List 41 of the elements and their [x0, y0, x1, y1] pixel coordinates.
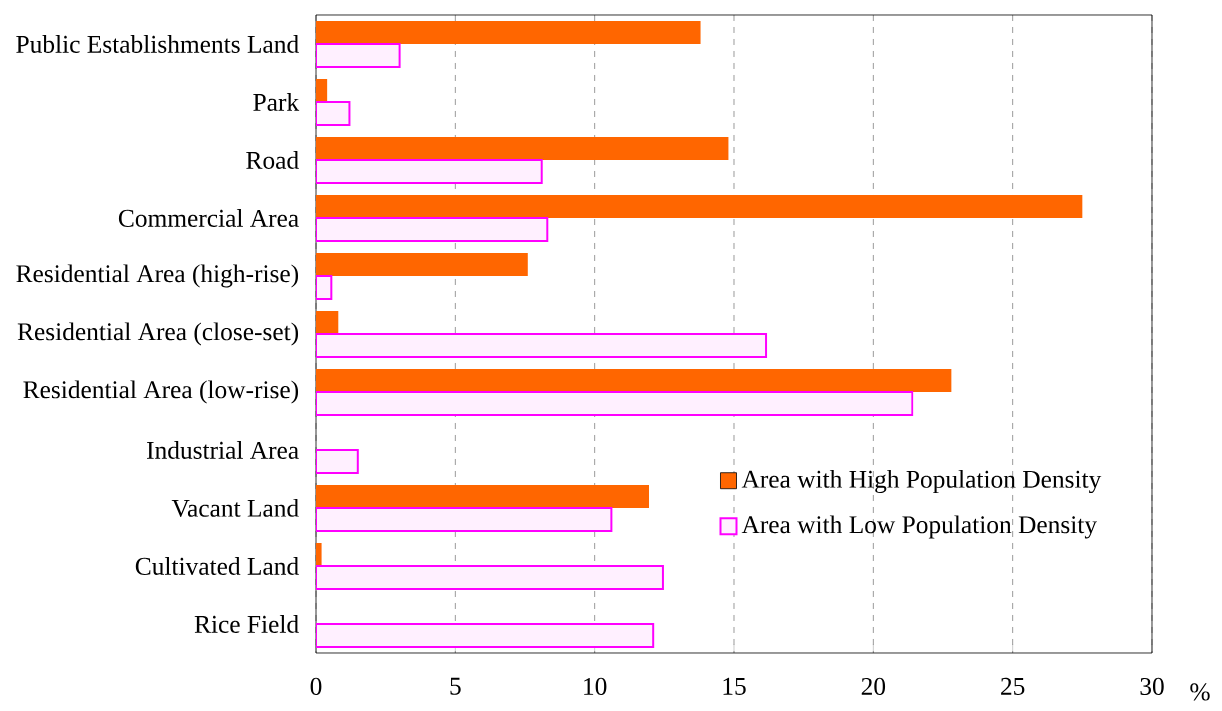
y-tick-label: Commercial Area	[118, 209, 299, 227]
bar	[316, 101, 351, 126]
x-tick-label: 20	[861, 677, 886, 695]
x-tick-label: 0	[310, 677, 322, 695]
y-tick-label: Public Establishments Land	[16, 35, 299, 53]
x-tick-label: 25	[1001, 677, 1025, 695]
x-axis-title: %	[1190, 683, 1210, 701]
bar	[316, 484, 650, 508]
bar	[316, 253, 528, 276]
x-tick-label: 10	[584, 677, 607, 695]
bar	[316, 391, 914, 416]
bar	[316, 448, 359, 474]
y-tick-label: Vacant Land	[171, 498, 299, 517]
bar	[316, 20, 701, 44]
y-tick-label: Residential Area (close-set)	[17, 322, 299, 346]
bar	[316, 158, 543, 184]
bar	[316, 217, 549, 242]
bar	[316, 543, 322, 566]
x-tick-label: 5	[450, 677, 461, 695]
bar	[316, 79, 328, 102]
legend-label: Area with High Population Density	[741, 469, 1102, 494]
legend-label: Area with Low Population Density	[741, 515, 1097, 539]
bar	[316, 565, 664, 590]
bar	[316, 194, 1083, 218]
bar	[316, 622, 655, 648]
y-tick-label: Residential Area (high-rise)	[16, 264, 299, 288]
x-tick-label: 15	[723, 677, 746, 695]
y-tick-label: Industrial Area	[147, 441, 299, 459]
y-tick-label: Residential Area (low-rise)	[23, 380, 299, 404]
y-tick-label: Park	[253, 93, 300, 111]
x-tick-label: 30	[1140, 677, 1164, 695]
bar	[316, 332, 768, 358]
y-tick-label: Road	[246, 151, 299, 169]
bar	[316, 506, 613, 532]
bar	[316, 136, 729, 160]
bar	[316, 310, 339, 334]
y-tick-label: Rice Field	[194, 615, 299, 633]
bar	[316, 275, 333, 300]
y-tick-label: Cultivated Land	[135, 557, 299, 575]
bar	[316, 42, 401, 68]
bar	[316, 369, 952, 392]
